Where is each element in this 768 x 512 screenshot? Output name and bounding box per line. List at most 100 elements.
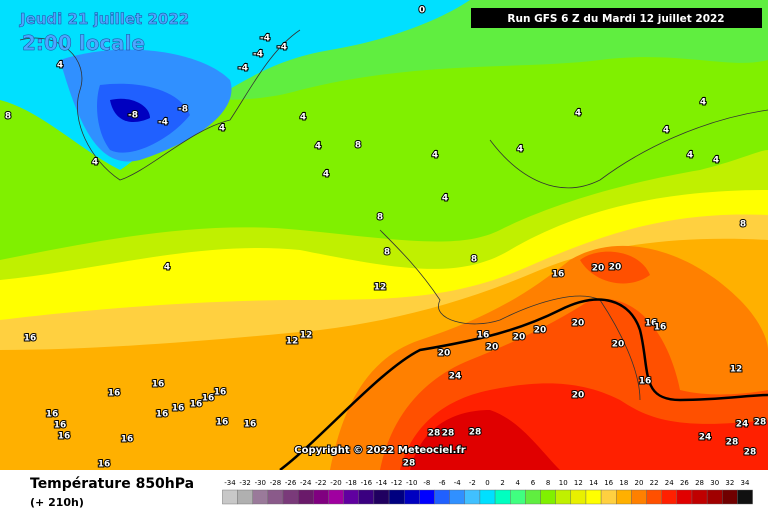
contour-label: 4 bbox=[700, 98, 706, 108]
scale-tick: -8 bbox=[423, 479, 430, 487]
contour-label: 24 bbox=[449, 372, 462, 382]
contour-label: 16 bbox=[46, 410, 59, 420]
contour-label: 16 bbox=[244, 420, 257, 430]
contour-label: 16 bbox=[121, 435, 134, 445]
scale-tick: 34 bbox=[741, 479, 750, 487]
scale-swatch bbox=[585, 489, 602, 505]
contour-label: 16 bbox=[108, 389, 121, 399]
contour-label: 4 bbox=[517, 145, 523, 155]
scale-tick: 22 bbox=[650, 479, 659, 487]
contour-label: 16 bbox=[639, 377, 652, 387]
scale-swatch bbox=[434, 489, 450, 505]
contour-label: 16 bbox=[202, 394, 215, 404]
contour-label: 16 bbox=[645, 319, 658, 329]
contour-label: 4 bbox=[164, 263, 170, 273]
contour-label: 20 bbox=[486, 343, 499, 353]
scale-swatch bbox=[282, 489, 299, 505]
scale-swatch bbox=[646, 489, 662, 505]
contour-label: 16 bbox=[156, 410, 169, 420]
contour-label: 8 bbox=[355, 141, 361, 151]
contour-label: 4 bbox=[219, 124, 225, 134]
contour-label: 8 bbox=[5, 112, 11, 122]
contour-label: 16 bbox=[552, 270, 565, 280]
scale-swatch bbox=[676, 489, 693, 505]
scale-swatch bbox=[616, 489, 632, 505]
scale-tick: 0 bbox=[485, 479, 489, 487]
contour-label: -4 bbox=[158, 118, 168, 128]
scale-tick: -34 bbox=[224, 479, 236, 487]
contour-label: 12 bbox=[286, 337, 299, 347]
scale-tick: -2 bbox=[469, 479, 476, 487]
contour-label: 20 bbox=[572, 391, 585, 401]
scale-swatch bbox=[267, 489, 284, 505]
scale-swatch bbox=[600, 489, 617, 505]
contour-label: -4 bbox=[277, 43, 287, 53]
field-band bbox=[580, 251, 650, 284]
scale-swatch bbox=[661, 489, 678, 505]
scale-tick: -16 bbox=[361, 479, 373, 487]
scale-tick: -28 bbox=[270, 479, 281, 487]
contour-label: 20 bbox=[592, 264, 605, 274]
scale-swatch bbox=[555, 489, 572, 505]
coastline bbox=[489, 109, 768, 189]
contour-label: 24 bbox=[736, 420, 749, 430]
scale-tick: 18 bbox=[619, 479, 628, 487]
scale-tick: -10 bbox=[406, 479, 417, 487]
contour-label: 4 bbox=[442, 194, 448, 204]
contour-label: 4 bbox=[300, 113, 306, 123]
scale-swatch bbox=[706, 489, 723, 505]
scale-swatch bbox=[525, 489, 541, 505]
scale-swatch bbox=[343, 489, 359, 505]
contour-label: -8 bbox=[178, 105, 188, 115]
contour-label: 4 bbox=[57, 61, 63, 71]
contour-label: 4 bbox=[315, 142, 321, 152]
scale-tick: 26 bbox=[680, 479, 689, 487]
contour-label: 28 bbox=[403, 459, 416, 469]
scale-swatch bbox=[540, 489, 556, 505]
scale-swatch bbox=[328, 489, 344, 505]
contour-label: 28 bbox=[744, 448, 757, 458]
scale-tick: -24 bbox=[300, 479, 312, 487]
contour-label: -8 bbox=[128, 111, 138, 121]
contour-20 bbox=[279, 298, 768, 471]
footer-lead: (+ 210h) bbox=[30, 496, 84, 509]
contour-label: 20 bbox=[438, 349, 451, 359]
contour-label: 28 bbox=[726, 438, 739, 448]
contour-label: 16 bbox=[477, 331, 490, 341]
scale-tick: -14 bbox=[376, 479, 388, 487]
contour-label: 28 bbox=[428, 429, 441, 439]
scale-swatch bbox=[479, 489, 496, 505]
scale-tick: -6 bbox=[439, 479, 447, 487]
contour-label: 20 bbox=[612, 340, 625, 350]
scale-swatch bbox=[388, 489, 405, 505]
scale-tick: -26 bbox=[285, 479, 297, 487]
coastline bbox=[19, 29, 301, 181]
contour-label: 16 bbox=[24, 334, 37, 344]
contour-label: 16 bbox=[152, 380, 165, 390]
contour-label: 16 bbox=[58, 432, 71, 442]
contour-label: 20 bbox=[572, 319, 585, 329]
contour-label: 16 bbox=[172, 404, 185, 414]
scale-tick: 32 bbox=[725, 479, 734, 487]
contour-label: 0 bbox=[419, 6, 425, 16]
contour-label: 8 bbox=[384, 248, 390, 258]
contour-label: 8 bbox=[377, 213, 383, 223]
footer-title: Température 850hPa bbox=[30, 476, 194, 492]
contour-label: 8 bbox=[740, 220, 746, 230]
scale-swatch bbox=[297, 489, 314, 505]
contour-label: 4 bbox=[323, 170, 329, 180]
contour-label: 16 bbox=[98, 460, 111, 470]
contour-label: 4 bbox=[713, 156, 719, 166]
scale-swatch bbox=[222, 489, 238, 505]
contour-label: 4 bbox=[92, 158, 98, 168]
scale-swatch bbox=[722, 489, 738, 505]
scale-tick: -22 bbox=[315, 479, 326, 487]
scale-tick: 14 bbox=[589, 479, 598, 487]
scale-tick: 28 bbox=[695, 479, 704, 487]
contour-label: -4 bbox=[260, 34, 270, 44]
scale-tick: 6 bbox=[531, 479, 536, 487]
scale-swatch bbox=[631, 489, 647, 505]
color-scale: -34 -32 -30 -28 -26 -24 -22 -20 -18 -16 -14 -12 -10-… bbox=[222, 479, 753, 505]
scale-swatch bbox=[449, 489, 465, 505]
